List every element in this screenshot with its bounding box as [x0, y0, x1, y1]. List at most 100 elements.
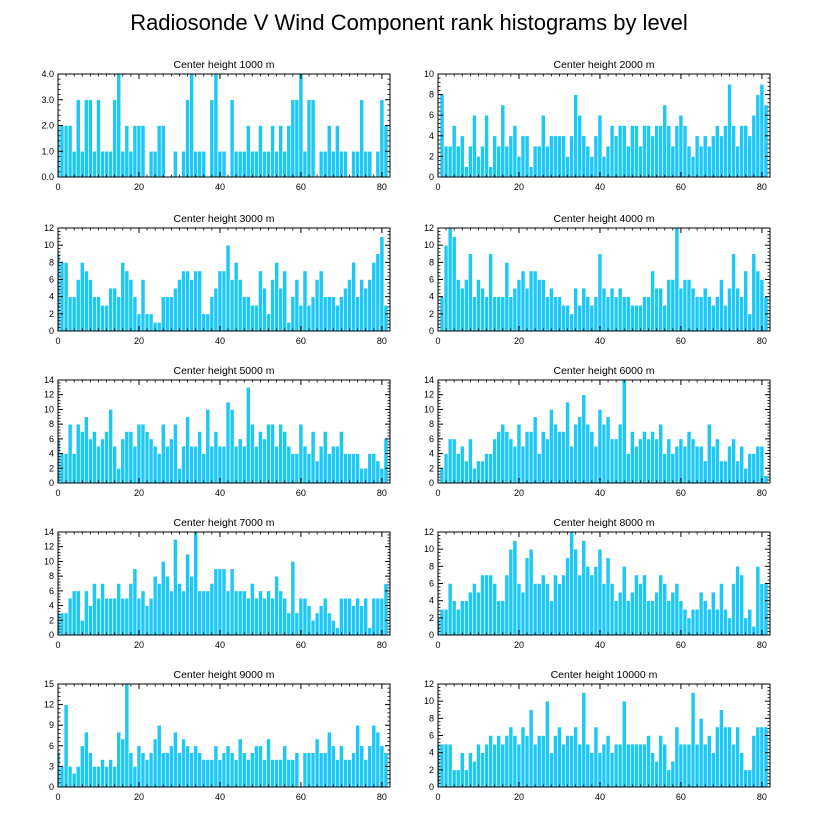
y-tick-label: 10	[44, 240, 54, 250]
y-tick-label: 2	[49, 463, 54, 473]
bar	[727, 445, 732, 484]
bar	[751, 114, 757, 178]
bar	[225, 401, 231, 484]
bar	[540, 114, 546, 178]
bar	[557, 296, 562, 332]
bar	[189, 445, 194, 484]
bar	[459, 135, 465, 178]
x-tick-label: 0	[435, 640, 440, 650]
bar	[573, 726, 578, 788]
bar	[156, 322, 162, 332]
bar	[318, 752, 324, 788]
bar	[625, 296, 631, 332]
bar	[112, 766, 118, 788]
bar	[229, 409, 235, 484]
bar	[169, 590, 174, 636]
bar	[148, 597, 154, 636]
bar	[197, 590, 203, 636]
bar	[290, 759, 296, 788]
bar	[642, 574, 647, 636]
bar	[217, 568, 223, 636]
bar	[540, 279, 546, 332]
plot-frame	[57, 531, 391, 636]
bar	[152, 445, 158, 484]
bar	[71, 453, 77, 484]
x-tick-label: 60	[296, 792, 306, 802]
bar	[160, 125, 166, 178]
bar	[88, 279, 93, 332]
bar	[217, 445, 223, 484]
bar	[464, 166, 469, 178]
panel-3: Center height 3000 m 0 20 40 60 80 0 2 4 6 8 10 12	[44, 213, 391, 346]
bar	[512, 125, 518, 178]
bar	[75, 423, 81, 484]
bar	[702, 135, 708, 178]
x-tick-label: 40	[595, 182, 605, 192]
bar	[605, 296, 611, 332]
bar	[678, 114, 684, 178]
bar	[233, 759, 239, 788]
bar	[536, 453, 542, 484]
bar	[347, 759, 352, 788]
bar	[557, 726, 562, 788]
bar	[472, 467, 477, 484]
bar	[544, 296, 550, 332]
bar	[367, 279, 373, 332]
y-tick-label: 12	[44, 390, 54, 400]
bar	[666, 125, 672, 178]
x-tick-label: 0	[435, 182, 440, 192]
bar	[476, 156, 481, 178]
bar	[589, 431, 595, 484]
bar	[116, 296, 122, 332]
y-tick-label: 8	[49, 257, 54, 267]
bar	[731, 583, 736, 636]
bar	[528, 548, 534, 636]
bar	[152, 150, 158, 178]
bar	[727, 287, 732, 332]
bar	[540, 431, 546, 484]
bar	[682, 445, 688, 484]
bar	[451, 769, 457, 788]
bar	[302, 445, 308, 484]
bar	[634, 445, 639, 484]
bar	[233, 445, 239, 484]
bar	[108, 150, 113, 178]
y-tick-label: 4	[429, 748, 434, 758]
bar	[221, 445, 227, 484]
bar	[274, 262, 279, 332]
bar	[120, 738, 126, 788]
bar	[278, 423, 284, 484]
bar	[335, 125, 340, 178]
bar	[136, 597, 142, 636]
bar	[710, 445, 716, 484]
bar	[678, 600, 684, 636]
bar	[314, 612, 320, 636]
bar	[585, 145, 591, 178]
bar	[75, 766, 81, 788]
bar	[112, 597, 118, 636]
bar	[723, 726, 728, 788]
bar	[237, 279, 243, 332]
y-tick-label: 6	[429, 110, 434, 120]
bar	[662, 304, 668, 332]
bar	[250, 304, 255, 332]
bar	[698, 296, 704, 332]
bar	[326, 296, 332, 332]
bar	[496, 735, 502, 788]
bar	[124, 431, 130, 484]
bar	[314, 460, 320, 484]
bar	[569, 135, 574, 178]
bar	[451, 600, 457, 636]
bar	[706, 735, 712, 788]
bar	[751, 253, 757, 332]
bar	[225, 244, 231, 332]
bar	[447, 438, 453, 484]
bar	[593, 726, 599, 788]
bar	[156, 583, 162, 636]
y-tick-label: 10	[44, 556, 54, 566]
bar	[739, 125, 744, 178]
bar	[152, 575, 158, 636]
bar	[755, 726, 761, 788]
y-tick-label: 4.0	[41, 69, 54, 79]
bar	[455, 145, 461, 178]
